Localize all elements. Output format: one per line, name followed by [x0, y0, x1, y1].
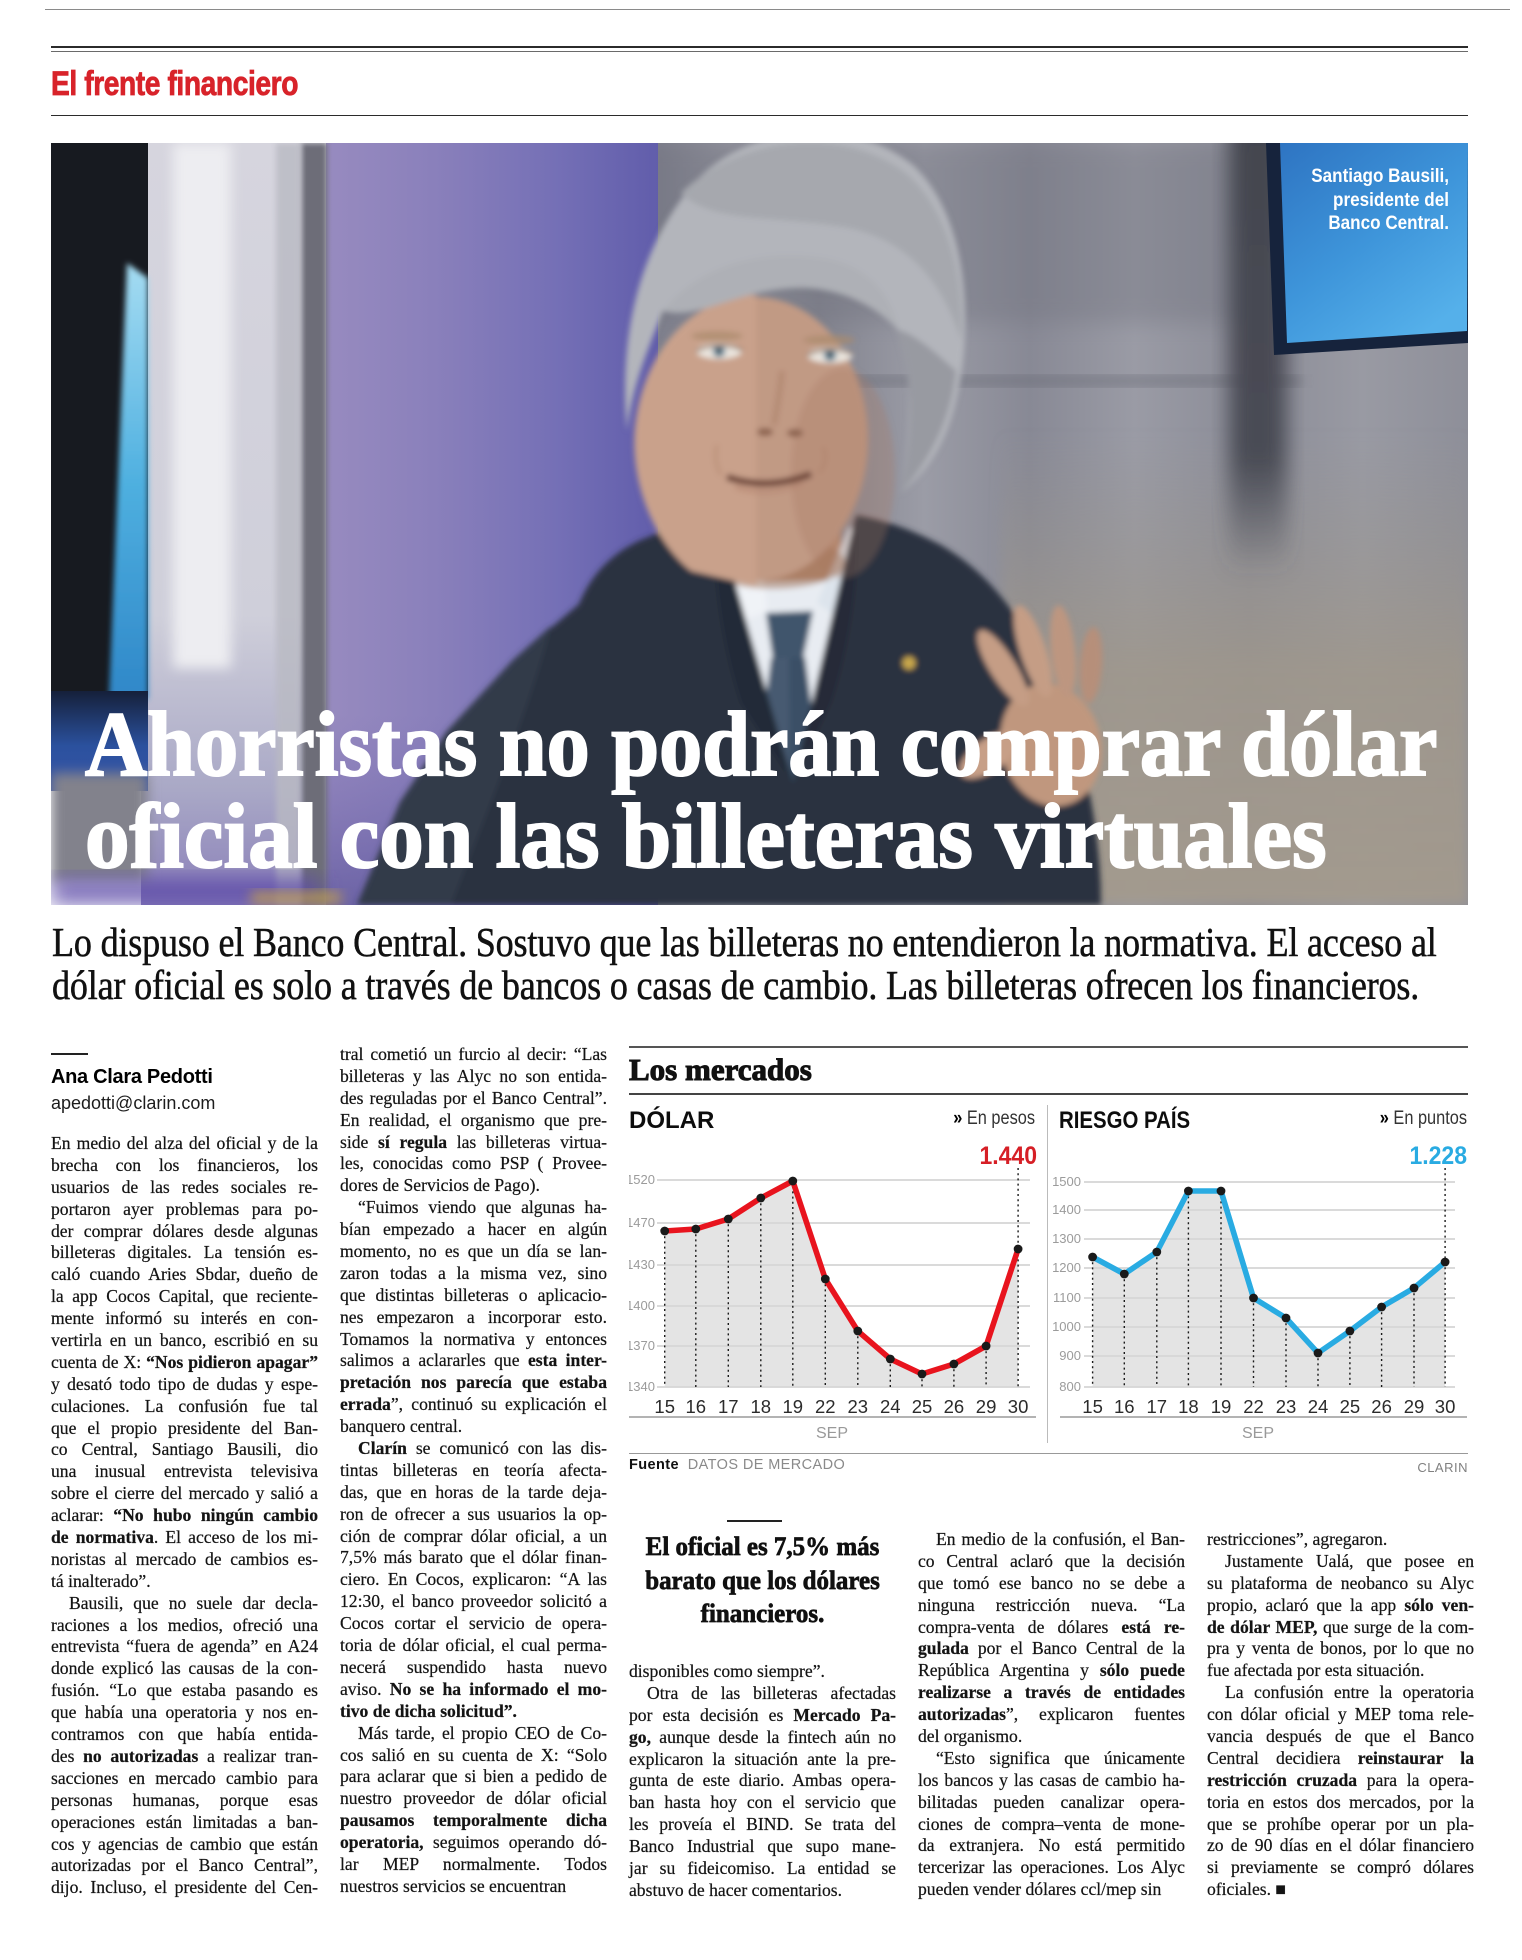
- svg-text:22: 22: [1243, 1396, 1264, 1417]
- svg-text:25: 25: [1340, 1396, 1361, 1417]
- svg-text:16: 16: [1114, 1396, 1135, 1417]
- svg-text:SEP: SEP: [816, 1425, 848, 1442]
- svg-text:900: 900: [1059, 1348, 1081, 1363]
- svg-text:25: 25: [912, 1396, 933, 1417]
- svg-text:30: 30: [1435, 1396, 1456, 1417]
- svg-text:1470: 1470: [629, 1215, 655, 1230]
- svg-text:18: 18: [1178, 1396, 1199, 1417]
- svg-text:29: 29: [1404, 1396, 1425, 1417]
- svg-text:22: 22: [815, 1396, 836, 1417]
- svg-text:17: 17: [718, 1396, 739, 1417]
- svg-text:1400: 1400: [629, 1298, 655, 1313]
- svg-text:1370: 1370: [629, 1338, 655, 1353]
- svg-text:1500: 1500: [1052, 1174, 1081, 1189]
- svg-text:1100: 1100: [1053, 1290, 1081, 1305]
- svg-text:1430: 1430: [629, 1257, 655, 1272]
- svg-text:1000: 1000: [1052, 1319, 1081, 1334]
- svg-text:15: 15: [1082, 1396, 1103, 1417]
- svg-text:26: 26: [1371, 1396, 1392, 1417]
- svg-text:SEP: SEP: [1242, 1425, 1274, 1442]
- svg-text:1400: 1400: [1052, 1202, 1081, 1217]
- svg-text:19: 19: [783, 1396, 804, 1417]
- svg-text:1200: 1200: [1052, 1260, 1081, 1275]
- svg-text:19: 19: [1211, 1396, 1232, 1417]
- svg-text:23: 23: [1276, 1396, 1297, 1417]
- svg-text:17: 17: [1147, 1396, 1168, 1417]
- svg-text:23: 23: [848, 1396, 869, 1417]
- svg-text:29: 29: [976, 1396, 997, 1417]
- svg-text:1300: 1300: [1052, 1231, 1081, 1246]
- svg-text:30: 30: [1008, 1396, 1029, 1417]
- svg-text:24: 24: [880, 1396, 901, 1417]
- svg-text:1340: 1340: [629, 1379, 655, 1394]
- svg-text:800: 800: [1059, 1379, 1081, 1394]
- svg-text:15: 15: [654, 1396, 675, 1417]
- svg-text:1520: 1520: [629, 1172, 655, 1187]
- svg-text:16: 16: [686, 1396, 707, 1417]
- svg-text:26: 26: [944, 1396, 965, 1417]
- svg-text:24: 24: [1308, 1396, 1329, 1417]
- svg-text:18: 18: [751, 1396, 772, 1417]
